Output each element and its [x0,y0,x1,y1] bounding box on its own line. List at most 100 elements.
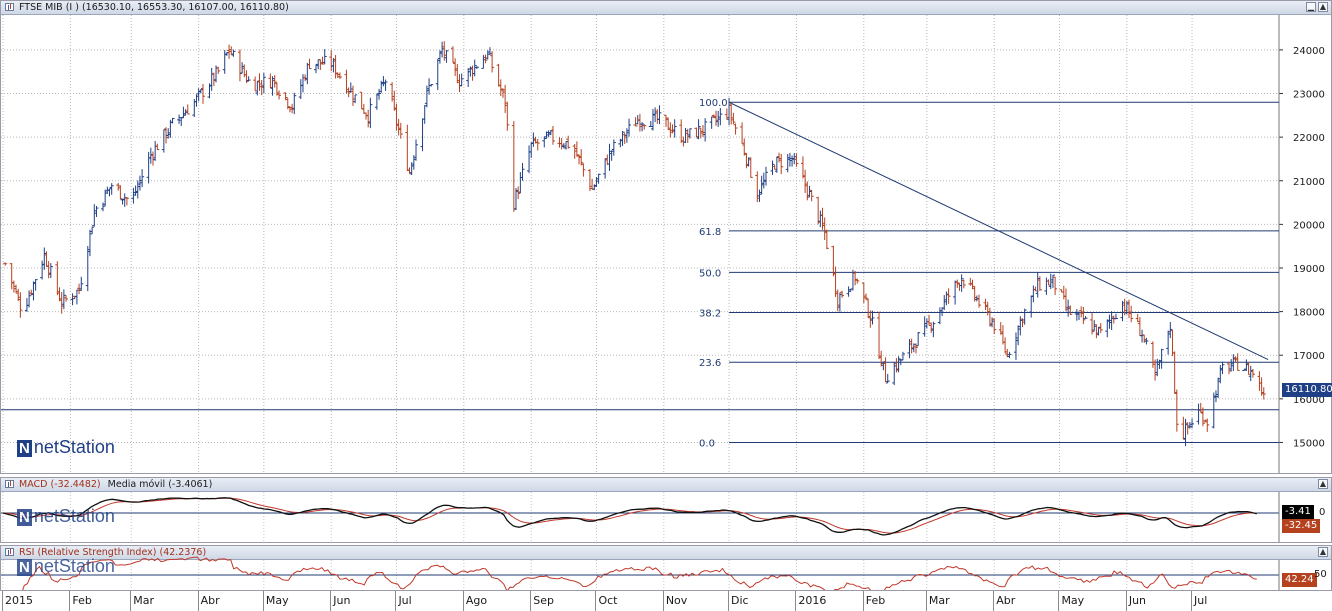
ohlc-bar [916,332,921,347]
maximize-button[interactable]: ▲ [1318,2,1328,12]
ohlc-bar [1083,316,1088,320]
ohlc-bar [407,167,412,174]
macd-maximize-button[interactable]: ▲ [1318,479,1328,489]
rsi-panel-titlebar[interactable]: RSI (Relative Strength Index) (42.2376) … [1,546,1331,560]
ohlc-bar [605,154,610,165]
ohlc-bar [790,155,795,167]
ohlc-bar [55,261,60,296]
ohlc-bar [1168,322,1173,339]
ohlc-bar [87,229,92,257]
ohlc-bar [687,128,692,139]
ohlc-bar [185,104,190,115]
minimize-button[interactable]: ▁ [1306,2,1316,12]
ohlc-bar [633,117,638,127]
ohlc-bar [1129,305,1134,323]
ohlc-bar [574,141,579,157]
ohlc-bar [211,72,216,86]
ohlc-bar [561,143,566,149]
ohlc-bar [1174,389,1179,432]
ohlc-bar [516,186,521,199]
ohlc-bar [118,185,123,200]
ohlc-bar [261,72,266,94]
ohlc-bar [779,153,784,175]
ohlc-bar [650,109,655,131]
ohlc-bar [444,50,449,63]
ohlc-bar [840,290,845,298]
macd-icon [5,480,14,488]
ohlc-bar [1203,419,1208,423]
ohlc-bar [459,73,464,87]
fib-level-label: 0.0 [699,438,715,449]
ohlc-bar [61,289,66,310]
ohlc-bar [272,75,277,88]
ohlc-bar [642,124,647,130]
rsi-maximize-button[interactable]: ▲ [1318,547,1328,557]
ohlc-bar [1113,313,1118,320]
ohlc-bar [696,119,701,140]
month-tick [530,591,532,611]
ohlc-bar [564,141,569,150]
ohlc-bar [1013,332,1018,360]
ohlc-bar [166,128,171,139]
ohlc-bar [666,117,671,131]
ohlc-bar [550,125,555,145]
ohlc-bar [1068,305,1073,315]
fib-level-label: 50.0 [699,268,721,279]
rsi-chart[interactable] [1,546,1331,590]
fib-level-label: 100.0 [699,98,728,109]
ohlc-bar [1081,306,1086,325]
price-panel-titlebar[interactable]: FTSE MIB (I ) (16530.10, 16553.30, 16107… [1,1,1331,15]
ohlc-bar [405,124,410,171]
ohlc-bar [181,106,186,119]
ohlc-bar [853,270,858,286]
ohlc-bar [424,85,429,108]
ohlc-bar [290,103,295,114]
ohlc-bar [757,189,762,202]
macd-chart[interactable] [1,478,1331,542]
price-panel: FTSE MIB (I ) (16530.10, 16553.30, 16107… [0,0,1332,474]
ohlc-bar [748,157,753,178]
month-label: Jul [398,594,412,607]
ohlc-bar [59,292,64,314]
ohlc-bar [698,127,703,139]
ohlc-bar [381,76,386,87]
ohlc-bar [1190,418,1195,429]
ohlc-bar [596,173,601,184]
month-tick [925,591,927,611]
ohlc-bar [377,88,382,100]
ohlc-bar [1229,359,1234,372]
ohlc-bar [333,54,338,79]
ohlc-bar [1016,325,1021,346]
month-label: Abr [200,594,220,607]
ohlc-bar [103,189,108,207]
ohlc-bar [394,103,399,131]
ohlc-bar [1196,403,1201,425]
ohlc-bar [998,322,1003,335]
month-label: Abr [996,594,1016,607]
ohlc-bar [881,361,886,371]
ohlc-bar [609,150,614,161]
ohlc-bar [237,49,242,82]
ohlc-bar [1140,329,1145,343]
month-label: Sep [533,594,554,607]
ohlc-bar [46,261,51,279]
ohlc-bar [392,90,397,111]
ohlc-bar [894,358,899,373]
rsi-panel: RSI (Relative Strength Index) (42.2376) … [0,545,1332,591]
macd-zero-label: 0 [1319,507,1326,518]
macd-panel-titlebar[interactable]: MACD (-32.4482) Media móvil (-3.4061) ▲ [1,478,1331,492]
macd-panel: MACD (-32.4482) Media móvil (-3.4061) ▲ … [0,477,1332,543]
ohlc-bar [1018,316,1023,336]
ohlc-bar [1235,353,1240,371]
month-tick [462,591,464,611]
price-chart[interactable]: 15000 16000 17000 18000 19000 20000 21000 22000… [1,1,1331,473]
ohlc-bar [1079,306,1084,318]
ohlc-bar [487,47,492,55]
ohlc-bar [207,83,212,99]
ohlc-bar [520,162,525,181]
month-tick [662,591,664,611]
ohlc-bar [274,82,279,96]
ohlc-bar [1137,317,1142,337]
ohlc-bar [74,289,79,305]
month-label: Ago [465,594,488,607]
